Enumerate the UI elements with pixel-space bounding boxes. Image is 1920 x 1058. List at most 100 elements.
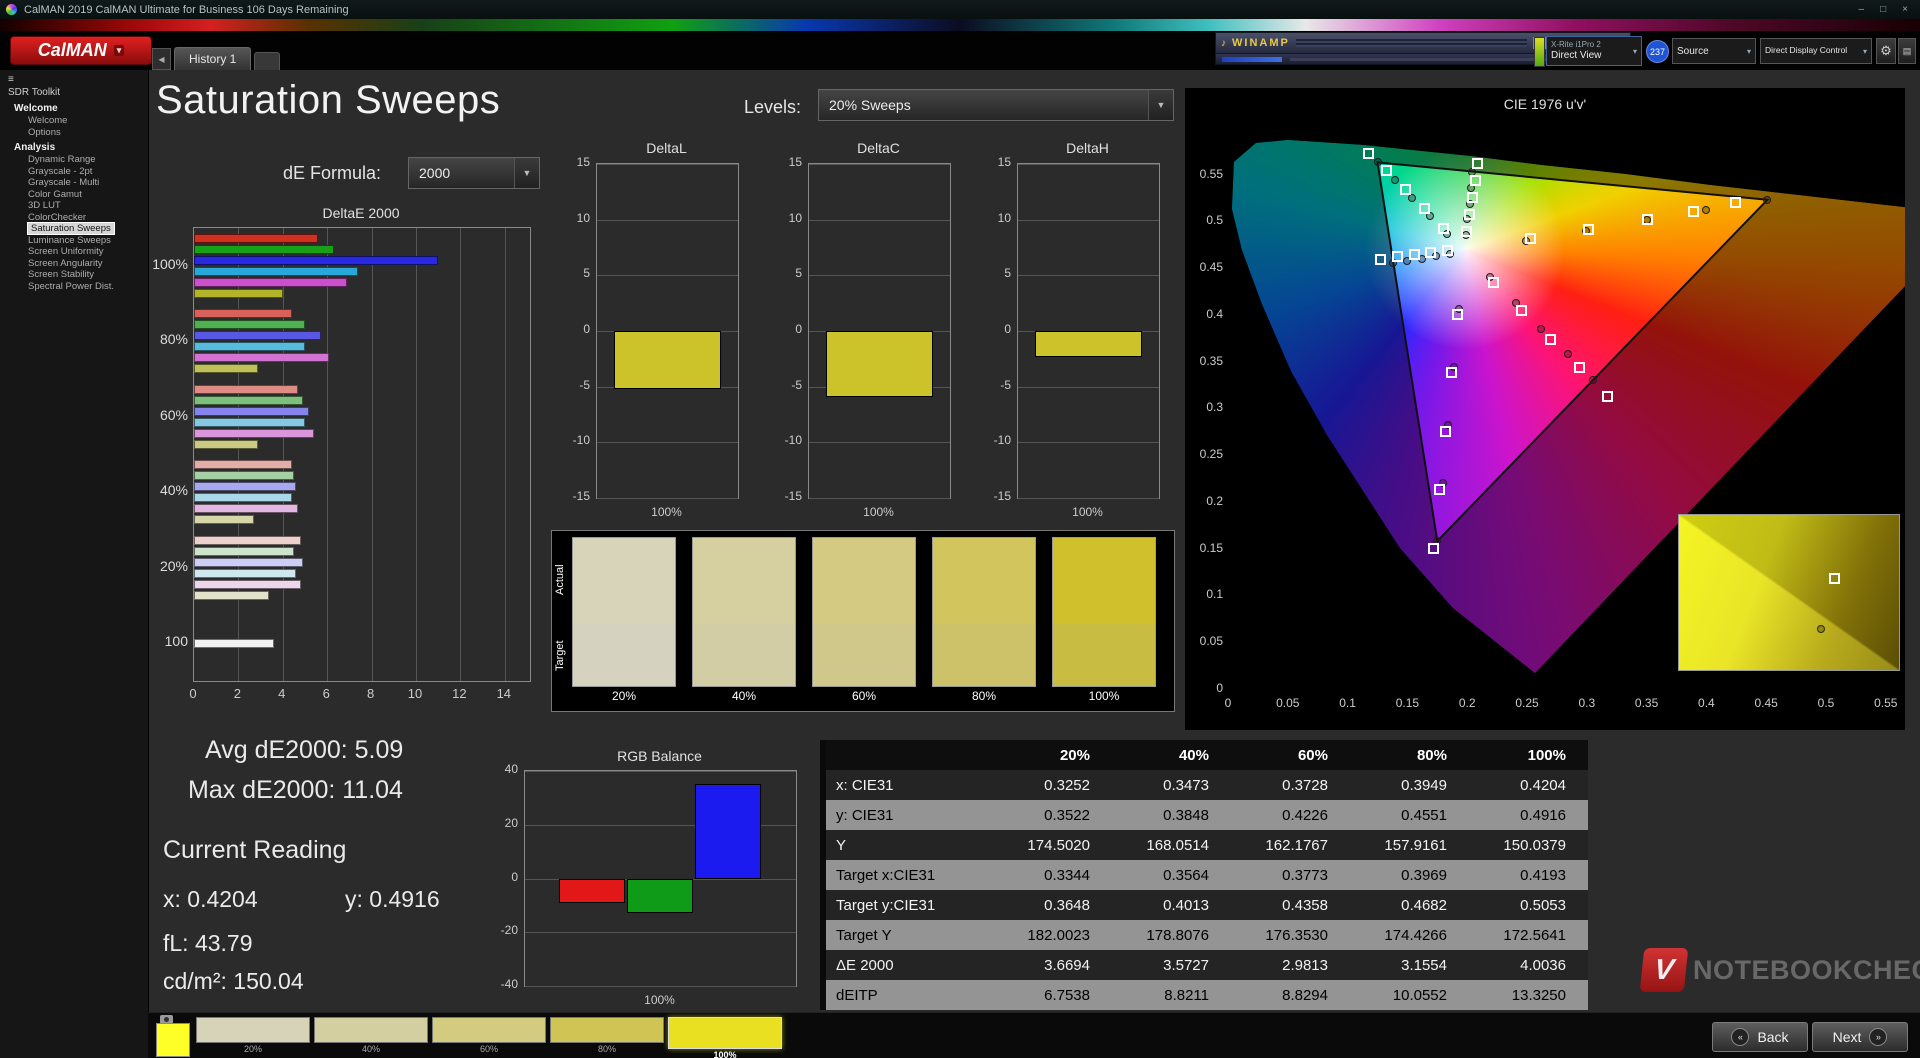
swatch-actual — [813, 538, 915, 624]
hamburger-menu-icon[interactable]: ≡ — [8, 74, 14, 85]
table-cell: 0.3949 — [1401, 776, 1447, 794]
table-cell: 178.8076 — [1146, 926, 1209, 944]
sidebar-item-grayscale-multi[interactable]: Grayscale - Multi — [28, 177, 100, 188]
table-cell: 0.3773 — [1282, 866, 1328, 884]
table-cell: 168.0514 — [1146, 836, 1209, 854]
swatch-40 — [692, 537, 796, 687]
axis-tick-label: 5 — [795, 266, 802, 281]
sidebar-item-screen-angularity[interactable]: Screen Angularity — [28, 257, 103, 269]
winamp-seek-slider[interactable] — [1295, 39, 1527, 47]
chart-title: DeltaL — [646, 140, 687, 156]
levels-dropdown[interactable]: 20% Sweeps ▼ — [818, 89, 1174, 121]
tab-scroll-left-button[interactable]: ◀ — [152, 48, 171, 70]
sidebar-item-grayscale-2pt[interactable]: Grayscale - 2pt — [28, 165, 93, 177]
measurement-filmstrip: 20% 40% 60% 80% 100% — [148, 1012, 1920, 1058]
swatch-label: 40% — [731, 689, 757, 703]
cie-measured-point — [1602, 391, 1614, 403]
sidebar-item-dynamic-range[interactable]: Dynamic Range — [28, 154, 96, 165]
next-button[interactable]: Next » — [1812, 1022, 1908, 1052]
axis-tick-label: 0 — [583, 322, 590, 336]
swatch-label: 80% — [971, 689, 997, 703]
rgb-balance-plot — [524, 770, 797, 987]
delta-h-plot — [1017, 163, 1160, 499]
axis-tick-label: 0.35 — [1199, 353, 1223, 368]
cie-measured-point — [1487, 277, 1499, 289]
page-title: Saturation Sweeps — [156, 78, 501, 122]
meter-name-label: X-Rite i1Pro 2 — [1551, 41, 1601, 50]
table-cell: 0.3728 — [1282, 776, 1328, 794]
gridline — [1018, 164, 1159, 165]
de-bar — [194, 309, 292, 319]
chevron-down-icon: ▾ — [113, 45, 125, 56]
sidebar-item-screen-stability[interactable]: Screen Stability — [28, 269, 95, 280]
axis-tick-label: 0.3 — [1206, 400, 1223, 415]
axis-tick-label: -10 — [572, 433, 590, 448]
meter-mode-dropdown[interactable]: X-Rite i1Pro 2 Direct View ▾ — [1546, 36, 1642, 66]
winamp-volume-slider[interactable] — [1222, 56, 1282, 62]
cie-measured-point — [1461, 225, 1473, 237]
back-button[interactable]: « Back — [1712, 1022, 1808, 1052]
minimize-icon[interactable]: – — [1858, 4, 1865, 15]
tab-history-1[interactable]: History 1 — [174, 47, 252, 70]
table-cell: 0.3648 — [1044, 896, 1090, 914]
de-bar — [194, 266, 359, 276]
axis-tick-label: 10 — [788, 210, 802, 225]
rgb-balance-chart: RGB Balance 40 20 0 -20 -40 100% — [480, 742, 820, 1017]
sidebar-item-luminance-sweeps[interactable]: Luminance Sweeps — [28, 234, 111, 246]
sidebar-item-options[interactable]: Options — [28, 126, 61, 138]
de-formula-dropdown[interactable]: 2000 ▼ — [408, 157, 540, 189]
cie-measured-point — [1544, 334, 1556, 346]
swatch-actual — [933, 538, 1035, 624]
calman-menu-button[interactable]: CalMAN ▾ — [10, 36, 152, 65]
film-swatch-100[interactable]: 100% — [668, 1017, 782, 1058]
swatch-label: 100% — [1088, 689, 1120, 703]
tools-button[interactable]: ▤ — [1898, 38, 1916, 64]
cie-target-point — [1563, 350, 1572, 359]
film-current-color-thumb[interactable] — [156, 1023, 190, 1057]
axis-tick-label: 0.1 — [1339, 696, 1356, 710]
cie-measured-point — [1471, 158, 1483, 170]
swatch-row — [572, 537, 1156, 687]
de-bar — [194, 439, 259, 449]
reading-fl-value: fL: 43.79 — [163, 930, 253, 956]
chevron-down-icon: ▼ — [1148, 90, 1173, 120]
de-bar — [194, 320, 305, 330]
winamp-player[interactable]: ♪ WINAMP ◀ ▶ ■ × — [1215, 32, 1631, 65]
sidebar-item-3d-lut[interactable]: 3D LUT — [28, 200, 61, 211]
settings-button[interactable]: ⚙ — [1876, 38, 1896, 64]
sidebar-section-welcome[interactable]: Welcome — [14, 103, 58, 114]
gridline — [504, 228, 506, 681]
axis-tick-label: 0.15 — [1395, 696, 1420, 710]
axis-tick-label: 14 — [496, 686, 512, 701]
notebookcheck-logo-icon: V — [1639, 948, 1689, 992]
swatch-actual — [573, 538, 675, 624]
status-badge: 237 — [1646, 40, 1669, 63]
sidebar-item-welcome[interactable]: Welcome — [28, 115, 68, 126]
source-dropdown[interactable]: Source ▾ — [1672, 38, 1756, 64]
maximize-icon[interactable]: □ — [1880, 4, 1887, 15]
calman-logo-label: CalMAN — [37, 40, 107, 60]
film-swatch-20[interactable]: 20% — [196, 1017, 310, 1054]
table-row: dEITP 6.7538 8.8211 8.8294 10.0552 13.3250 — [826, 980, 1588, 1010]
axis-tick-label: 0 — [795, 322, 802, 336]
axis-tick-label: -15 — [784, 489, 802, 503]
sidebar-section-analysis[interactable]: Analysis — [14, 142, 56, 153]
film-swatch-80[interactable]: 80% — [550, 1017, 664, 1054]
axis-tick-label: 0.45 — [1754, 696, 1778, 710]
tab-new[interactable] — [254, 52, 281, 70]
axis-tick-label: 100 — [164, 633, 188, 650]
sidebar-item-color-gamut[interactable]: Color Gamut — [28, 188, 82, 200]
axis-tick-label: 0.4 — [1698, 696, 1715, 710]
film-swatch-40[interactable]: 40% — [314, 1017, 428, 1054]
cie-measured-point — [1425, 247, 1437, 259]
cie-measured-point — [1363, 148, 1375, 160]
display-control-dropdown[interactable]: Direct Display Control ▾ — [1760, 38, 1872, 64]
film-swatch-60[interactable]: 60% — [432, 1017, 546, 1054]
sidebar-item-screen-uniformity[interactable]: Screen Uniformity — [28, 246, 104, 257]
sidebar-item-colorchecker[interactable]: ColorChecker — [28, 211, 87, 223]
sidebar-item-spectral-power-dist[interactable]: Spectral Power Dist. — [28, 280, 115, 292]
sidebar-item-saturation-sweeps[interactable]: Saturation Sweeps — [14, 222, 148, 235]
cie-measured-point — [1516, 305, 1528, 317]
de-bar — [194, 342, 305, 352]
close-icon[interactable]: × — [1902, 4, 1908, 15]
